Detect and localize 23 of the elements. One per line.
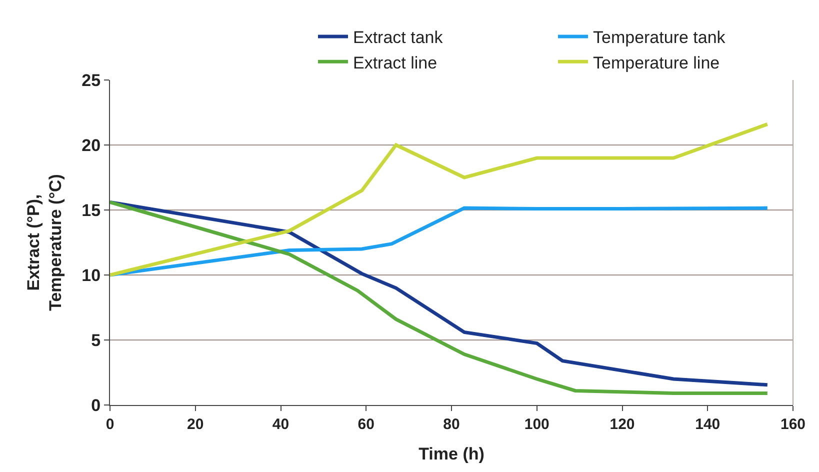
legend-label: Temperature line (593, 53, 720, 72)
line-series (110, 122, 770, 277)
x-tick-label: 120 (610, 416, 635, 433)
x-axis-title: Time (h) (418, 444, 484, 464)
y-axis-title: Extract (°P), Temperature (°C) (24, 174, 66, 311)
y-tick-label: 5 (91, 330, 101, 350)
legend-label: Extract tank (353, 28, 444, 48)
y-tick-label: 0 (91, 396, 101, 415)
x-tick-label: 60 (358, 416, 374, 433)
y-tick-label: 20 (82, 136, 101, 155)
y-tick-label: 10 (82, 266, 101, 285)
line-series (110, 206, 770, 277)
x-tick-label: 0 (106, 416, 114, 433)
legend-label: Temperature tank (593, 28, 726, 48)
x-tick-label: 160 (780, 416, 806, 433)
x-tick-label: 100 (524, 416, 550, 433)
x-tick-label: 80 (443, 416, 460, 433)
y-tick-label: 25 (82, 70, 101, 90)
x-tick-label: 140 (695, 416, 720, 433)
y-tick-label: 15 (82, 200, 101, 220)
legend-label: Extract line (353, 53, 438, 72)
x-tick-label: 20 (187, 416, 204, 433)
x-tick-label: 40 (272, 416, 290, 433)
